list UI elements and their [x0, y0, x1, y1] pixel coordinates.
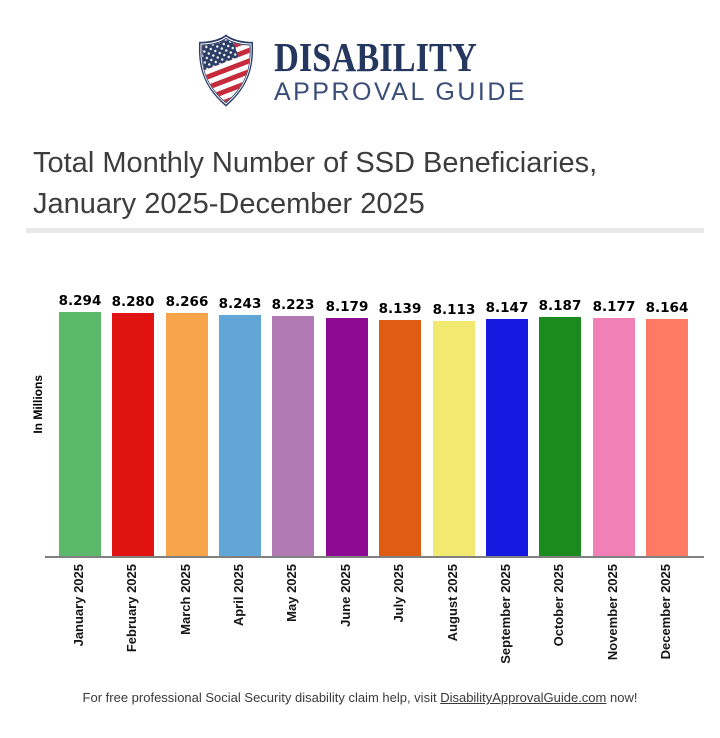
bar-value-august-2025: 8.113	[432, 302, 476, 318]
bar-value-june-2025: 8.179	[325, 299, 369, 315]
bar-december-2025	[646, 319, 688, 556]
footer-suffix: now!	[606, 690, 638, 705]
bar-june-2025	[326, 318, 368, 556]
bar-may-2025	[272, 316, 314, 556]
page-title-line1: Total Monthly Number of SSD Beneficiarie…	[33, 147, 598, 179]
bar-july-2025	[379, 320, 421, 556]
bar-value-march-2025: 8.266	[165, 294, 209, 310]
bar-value-july-2025: 8.139	[378, 301, 422, 317]
bar-february-2025	[112, 313, 154, 556]
bar-value-april-2025: 8.243	[218, 296, 262, 312]
bar-august-2025	[433, 321, 475, 556]
bar-october-2025	[539, 317, 581, 556]
x-axis-line	[45, 556, 704, 558]
x-tick-label-november-2025: November 2025	[605, 564, 620, 661]
bar-value-september-2025: 8.147	[485, 300, 529, 316]
x-tick-label-march-2025: March 2025	[178, 564, 193, 635]
bar-january-2025	[59, 312, 101, 556]
brand-name: DISABILITY	[273, 33, 477, 80]
bar-value-january-2025: 8.294	[58, 293, 102, 309]
title-divider	[26, 228, 704, 233]
brand-logo: DISABILITY APPROVAL GUIDE	[0, 32, 720, 110]
footer-text: For free professional Social Security di…	[0, 690, 720, 705]
x-tick-label-july-2025: July 2025	[391, 564, 406, 623]
x-tick-label-january-2025: January 2025	[71, 564, 86, 647]
bar-value-may-2025: 8.223	[271, 297, 315, 313]
footer-prefix: For free professional Social Security di…	[82, 690, 441, 705]
us-flag-shield-icon	[198, 34, 253, 107]
page-title: Total Monthly Number of SSD Beneficiarie…	[33, 143, 703, 225]
page-title-line2: January 2025-December 2025	[33, 188, 425, 220]
y-axis-label: In Millions	[31, 375, 45, 434]
brand-tagline: APPROVAL GUIDE	[273, 77, 528, 106]
bar-september-2025	[486, 319, 528, 556]
footer-link[interactable]: DisabilityApprovalGuide.com	[440, 690, 607, 705]
x-tick-label-december-2025: December 2025	[658, 564, 673, 660]
bar-march-2025	[166, 313, 208, 556]
bar-november-2025	[593, 318, 635, 556]
x-tick-label-may-2025: May 2025	[284, 564, 299, 622]
x-tick-label-april-2025: April 2025	[231, 564, 246, 627]
x-tick-label-june-2025: June 2025	[338, 564, 353, 627]
bar-value-october-2025: 8.187	[538, 298, 582, 314]
bar-april-2025	[219, 315, 261, 556]
brand-wordmark: DISABILITY APPROVAL GUIDE	[273, 33, 528, 106]
bar-value-february-2025: 8.280	[111, 294, 155, 310]
bar-value-november-2025: 8.177	[592, 299, 636, 315]
x-tick-label-august-2025: August 2025	[445, 564, 460, 642]
x-tick-label-october-2025: October 2025	[551, 564, 566, 647]
x-tick-label-september-2025: September 2025	[498, 564, 513, 664]
bar-value-december-2025: 8.164	[645, 300, 689, 316]
x-tick-label-february-2025: February 2025	[124, 564, 139, 653]
